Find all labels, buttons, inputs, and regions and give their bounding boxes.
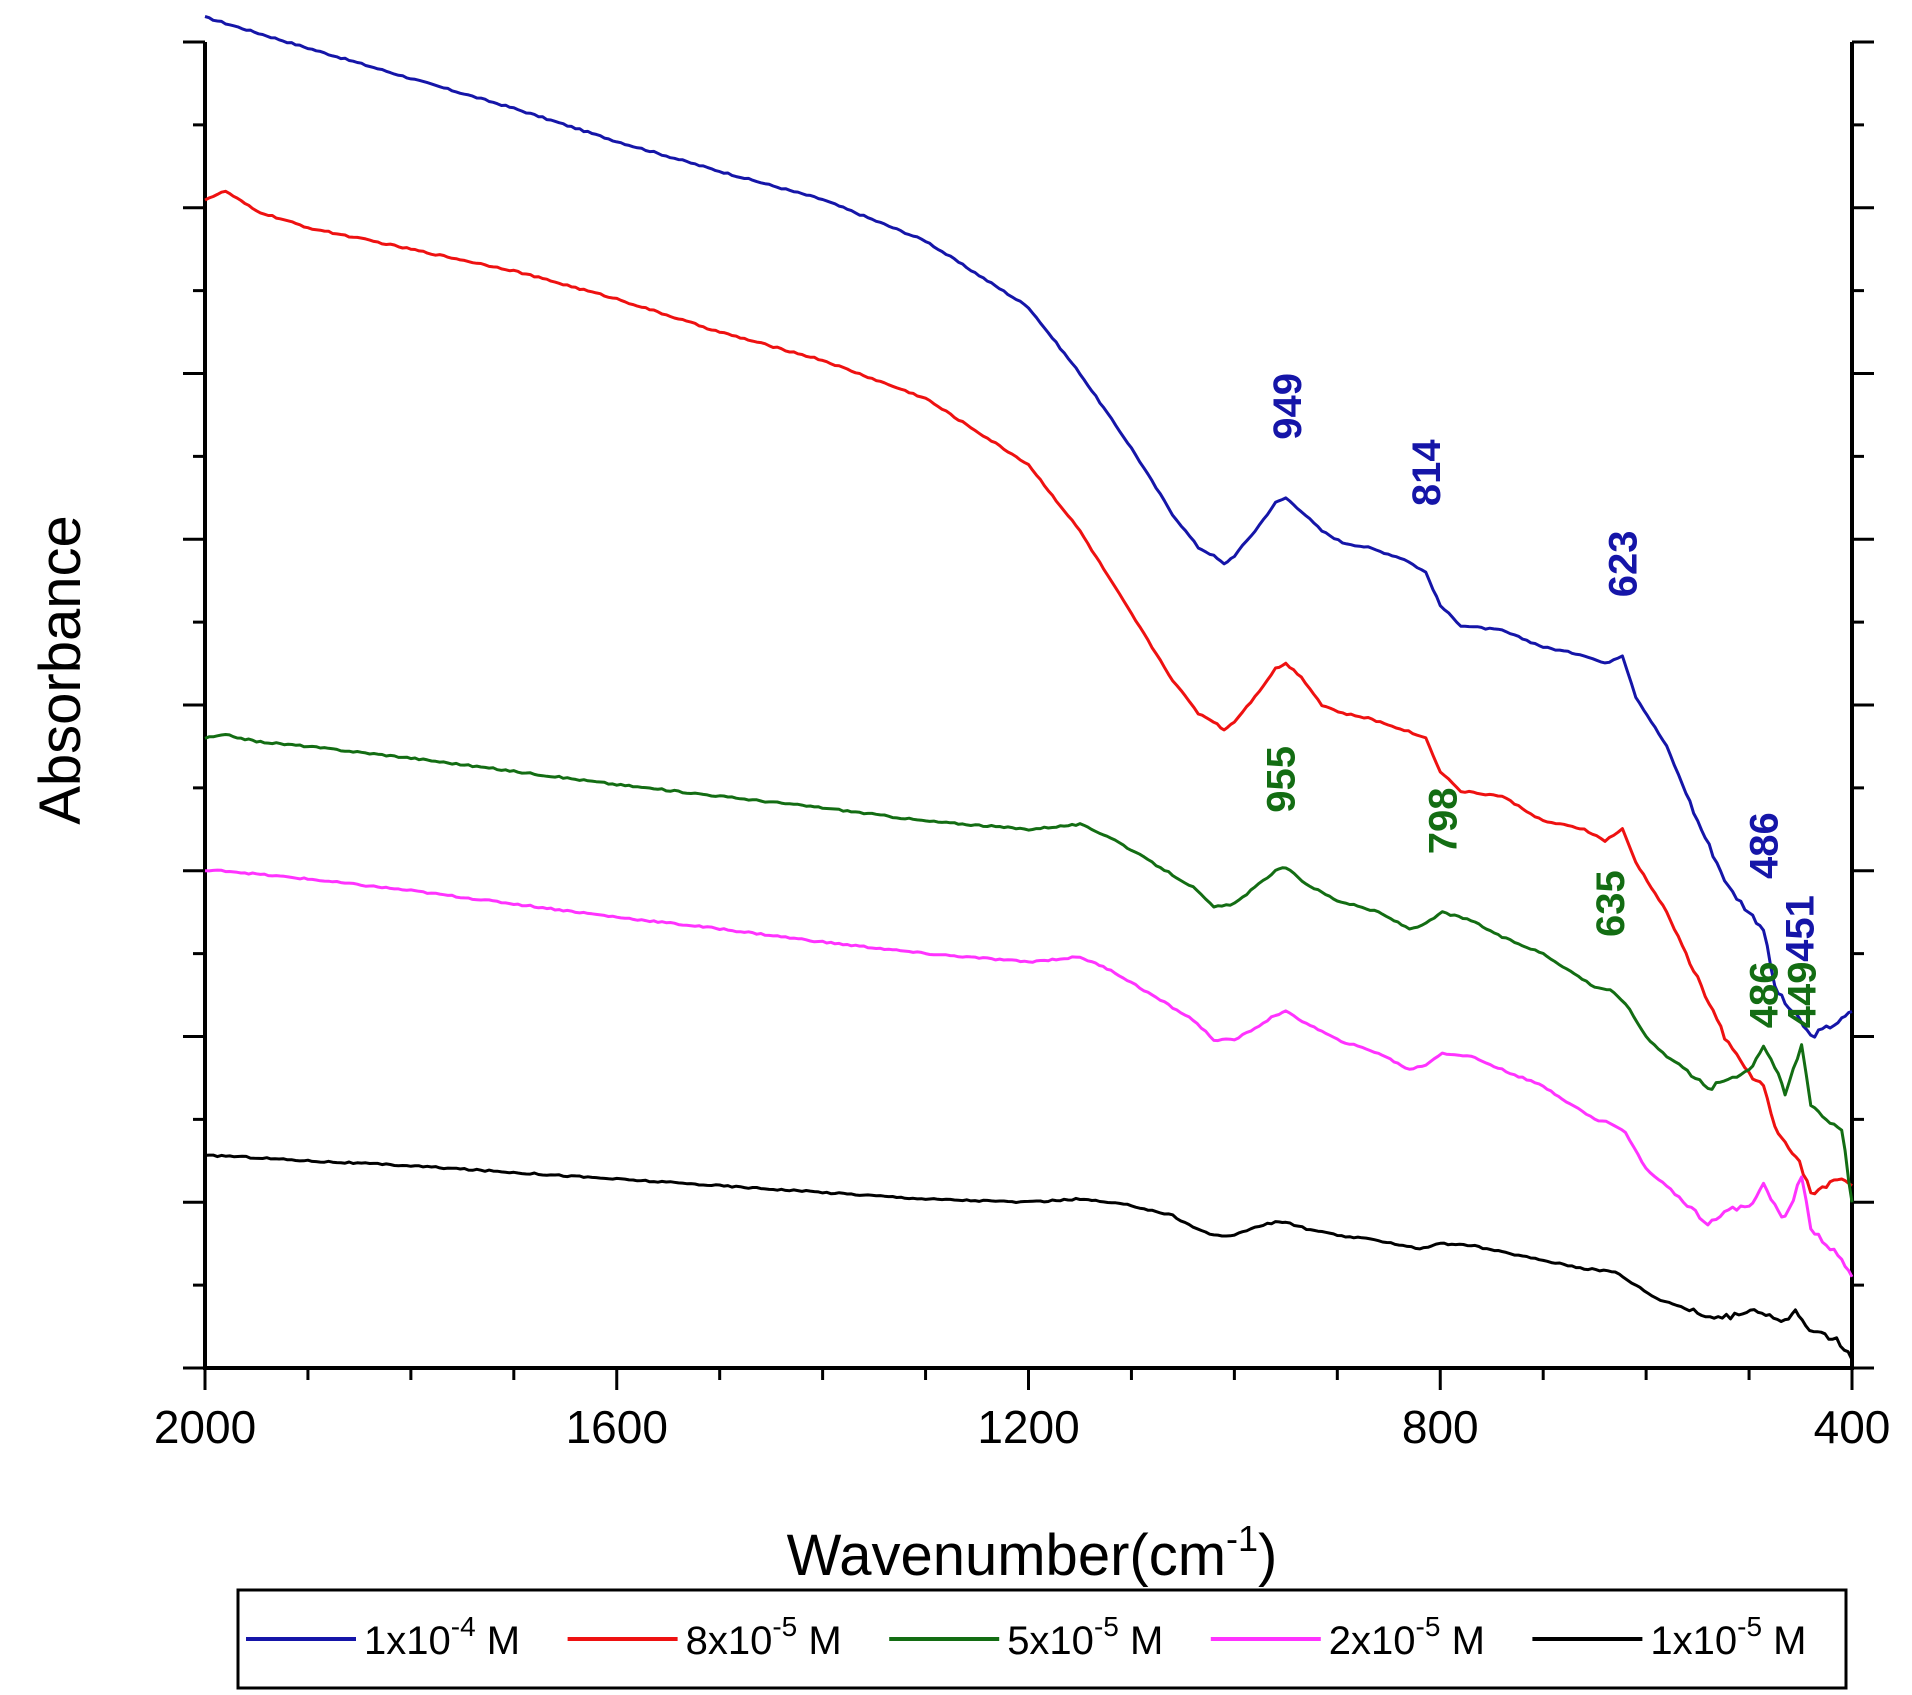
series-line: [204, 733, 1854, 1203]
legend-label-exp: -5: [1737, 1611, 1762, 1642]
x-axis-title-sup: -1: [1226, 1518, 1258, 1559]
x-axis-title-base: Wavenumber(cm: [787, 1523, 1226, 1588]
legend-label-base: 1x10: [1650, 1619, 1737, 1663]
series-line: [204, 1153, 1854, 1361]
legend-label-exp: -4: [451, 1611, 476, 1642]
legend-label: 2x10-5 M: [1329, 1611, 1485, 1663]
legend-label-base: 2x10: [1329, 1619, 1416, 1663]
plot-area: [183, 40, 1874, 1390]
series-line: [204, 189, 1853, 1196]
x-tick-label: 1600: [566, 1401, 668, 1453]
legend-label: 8x10-5 M: [686, 1611, 842, 1663]
peak-annotation: 623: [1601, 531, 1645, 598]
legend-label-exp: -5: [1094, 1611, 1119, 1642]
peak-annotation: 798: [1421, 787, 1465, 854]
peak-annotation: 955: [1260, 746, 1304, 813]
peak-annotation: 486: [1743, 812, 1787, 879]
x-tick-label: 2000: [154, 1401, 256, 1453]
legend-label-exp: -5: [1416, 1611, 1441, 1642]
x-tick-label: 400: [1814, 1401, 1891, 1453]
legend-label: 1x10-5 M: [1650, 1611, 1806, 1663]
legend-label-base: 5x10: [1007, 1619, 1094, 1663]
peak-annotation: 451: [1779, 895, 1823, 962]
legend-label-unit: M: [1762, 1619, 1806, 1663]
legend-label-base: 1x10: [364, 1619, 451, 1663]
legend-label-unit: M: [1440, 1619, 1484, 1663]
peak-annotation: 949: [1266, 373, 1310, 440]
series-line: [204, 868, 1854, 1278]
series-line: [204, 15, 1853, 1039]
x-tick-label: 800: [1402, 1401, 1479, 1453]
legend-label-unit: M: [1119, 1619, 1163, 1663]
legend-label-unit: M: [476, 1619, 520, 1663]
legend-label: 5x10-5 M: [1007, 1611, 1163, 1663]
peak-annotation: 814: [1405, 439, 1449, 506]
legend-label: 1x10-4 M: [364, 1611, 520, 1663]
legend-label-unit: M: [797, 1619, 841, 1663]
legend-label-exp: -5: [772, 1611, 797, 1642]
peak-annotation: 635: [1589, 870, 1633, 937]
legend: 1x10-4 M 8x10-5 M 5x10-5 M 2x10-5 M 1x10-5 M: [236, 1588, 1848, 1690]
series-group: [204, 15, 1854, 1361]
x-axis-title: Wavenumber(cm-1): [787, 1518, 1278, 1588]
tick-label-group: 2000 1600 1200 800 400: [154, 1401, 1891, 1453]
x-axis-title-end: ): [1258, 1523, 1277, 1588]
y-axis-title: Absorbance: [28, 515, 93, 825]
peak-annotation: 486: [1743, 961, 1787, 1028]
legend-label-base: 8x10: [686, 1619, 773, 1663]
peak-annotation: 449: [1781, 961, 1825, 1028]
x-tick-label: 1200: [977, 1401, 1079, 1453]
